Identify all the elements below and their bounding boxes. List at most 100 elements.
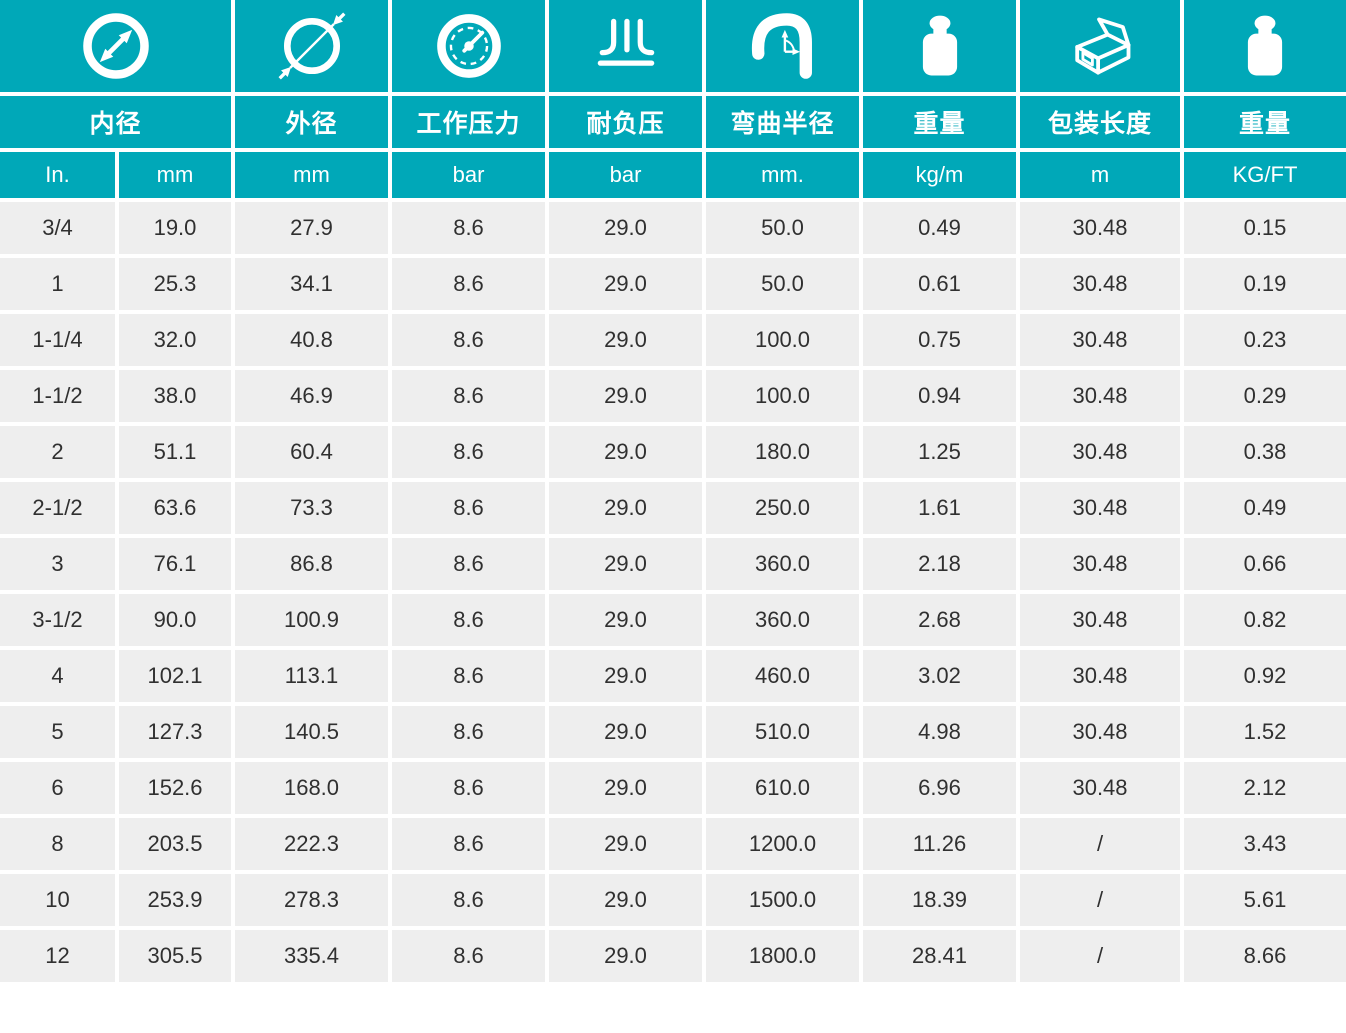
table-cell: 30.48	[1020, 650, 1180, 702]
unit-vacuum-resistance: bar	[549, 152, 702, 198]
table-cell: 5	[0, 706, 115, 758]
table-cell: 63.6	[119, 482, 231, 534]
table-cell: 610.0	[706, 762, 859, 814]
table-cell: 4	[0, 650, 115, 702]
table-cell: 0.49	[1184, 482, 1346, 534]
table-cell: 253.9	[119, 874, 231, 926]
table-cell: 30.48	[1020, 538, 1180, 590]
table-cell: 1200.0	[706, 818, 859, 870]
table-cell: 30.48	[1020, 314, 1180, 366]
table-cell: 335.4	[235, 930, 388, 982]
table-cell: 18.39	[863, 874, 1016, 926]
table-cell: 8.6	[392, 482, 545, 534]
table-cell: 30.48	[1020, 594, 1180, 646]
table-cell: 34.1	[235, 258, 388, 310]
table-cell: 3.43	[1184, 818, 1346, 870]
table-cell: 3-1/2	[0, 594, 115, 646]
col-header-working-pressure: 工作压力	[392, 96, 545, 148]
table-cell: 0.49	[863, 202, 1016, 254]
table-cell: 0.82	[1184, 594, 1346, 646]
bend-radius-icon	[706, 0, 859, 92]
table-cell: 460.0	[706, 650, 859, 702]
table-cell: 100.9	[235, 594, 388, 646]
table-cell: 1.25	[863, 426, 1016, 478]
table-cell: 29.0	[549, 538, 702, 590]
col-header-outer-diameter: 外径	[235, 96, 388, 148]
table-cell: 8.66	[1184, 930, 1346, 982]
table-cell: 100.0	[706, 370, 859, 422]
table-cell: 29.0	[549, 482, 702, 534]
table-cell: 8.6	[392, 706, 545, 758]
table-cell: 30.48	[1020, 258, 1180, 310]
table-cell: 203.5	[119, 818, 231, 870]
hose-spec-table: 内径 外径 工作压力 耐负压 弯曲半径 重量 包装长度 重量 In. mm mm…	[0, 0, 1346, 982]
table-cell: 29.0	[549, 314, 702, 366]
table-cell: 6.96	[863, 762, 1016, 814]
table-cell: 5.61	[1184, 874, 1346, 926]
unit-weight-kgft: KG/FT	[1184, 152, 1346, 198]
table-cell: 0.61	[863, 258, 1016, 310]
table-cell: 12	[0, 930, 115, 982]
table-cell: 8.6	[392, 202, 545, 254]
table-cell: 8.6	[392, 650, 545, 702]
unit-package-length: m	[1020, 152, 1180, 198]
table-cell: 86.8	[235, 538, 388, 590]
table-cell: 6	[0, 762, 115, 814]
table-cell: 102.1	[119, 650, 231, 702]
table-cell: 1.52	[1184, 706, 1346, 758]
table-cell: 305.5	[119, 930, 231, 982]
table-cell: 0.38	[1184, 426, 1346, 478]
table-cell: 1800.0	[706, 930, 859, 982]
col-header-weight-kgm: 重量	[863, 96, 1016, 148]
table-cell: 29.0	[549, 930, 702, 982]
table-cell: 168.0	[235, 762, 388, 814]
weight-icon	[1184, 0, 1346, 92]
pressure-gauge-icon	[392, 0, 545, 92]
unit-working-pressure: bar	[392, 152, 545, 198]
table-cell: 30.48	[1020, 482, 1180, 534]
table-cell: 3.02	[863, 650, 1016, 702]
table-cell: 25.3	[119, 258, 231, 310]
table-cell: 152.6	[119, 762, 231, 814]
package-length-icon	[1020, 0, 1180, 92]
table-cell: 90.0	[119, 594, 231, 646]
table-cell: 2.18	[863, 538, 1016, 590]
table-cell: 40.8	[235, 314, 388, 366]
table-cell: 8.6	[392, 370, 545, 422]
table-cell: 222.3	[235, 818, 388, 870]
table-cell: 30.48	[1020, 370, 1180, 422]
table-cell: 50.0	[706, 258, 859, 310]
table-cell: 32.0	[119, 314, 231, 366]
table-cell: 19.0	[119, 202, 231, 254]
table-cell: 50.0	[706, 202, 859, 254]
table-cell: 29.0	[549, 258, 702, 310]
table-cell: 30.48	[1020, 202, 1180, 254]
table-cell: 2.12	[1184, 762, 1346, 814]
table-cell: 3	[0, 538, 115, 590]
table-cell: 29.0	[549, 874, 702, 926]
col-header-weight-kgft: 重量	[1184, 96, 1346, 148]
table-cell: 8.6	[392, 426, 545, 478]
table-cell: 38.0	[119, 370, 231, 422]
table-cell: 1-1/4	[0, 314, 115, 366]
table-cell: 29.0	[549, 818, 702, 870]
table-cell: 140.5	[235, 706, 388, 758]
table-cell: 29.0	[549, 426, 702, 478]
table-cell: 8.6	[392, 762, 545, 814]
col-header-vacuum-resistance: 耐负压	[549, 96, 702, 148]
col-header-inner-diameter: 内径	[0, 96, 231, 148]
table-cell: 30.48	[1020, 426, 1180, 478]
table-cell: 2-1/2	[0, 482, 115, 534]
table-cell: 180.0	[706, 426, 859, 478]
table-cell: 76.1	[119, 538, 231, 590]
col-header-package-length: 包装长度	[1020, 96, 1180, 148]
table-cell: 29.0	[549, 202, 702, 254]
unit-inner-diameter-mm: mm	[119, 152, 231, 198]
table-cell: 0.66	[1184, 538, 1346, 590]
table-cell: 8.6	[392, 538, 545, 590]
table-cell: 27.9	[235, 202, 388, 254]
table-cell: 100.0	[706, 314, 859, 366]
table-cell: 30.48	[1020, 706, 1180, 758]
table-cell: 1.61	[863, 482, 1016, 534]
table-cell: 8	[0, 818, 115, 870]
